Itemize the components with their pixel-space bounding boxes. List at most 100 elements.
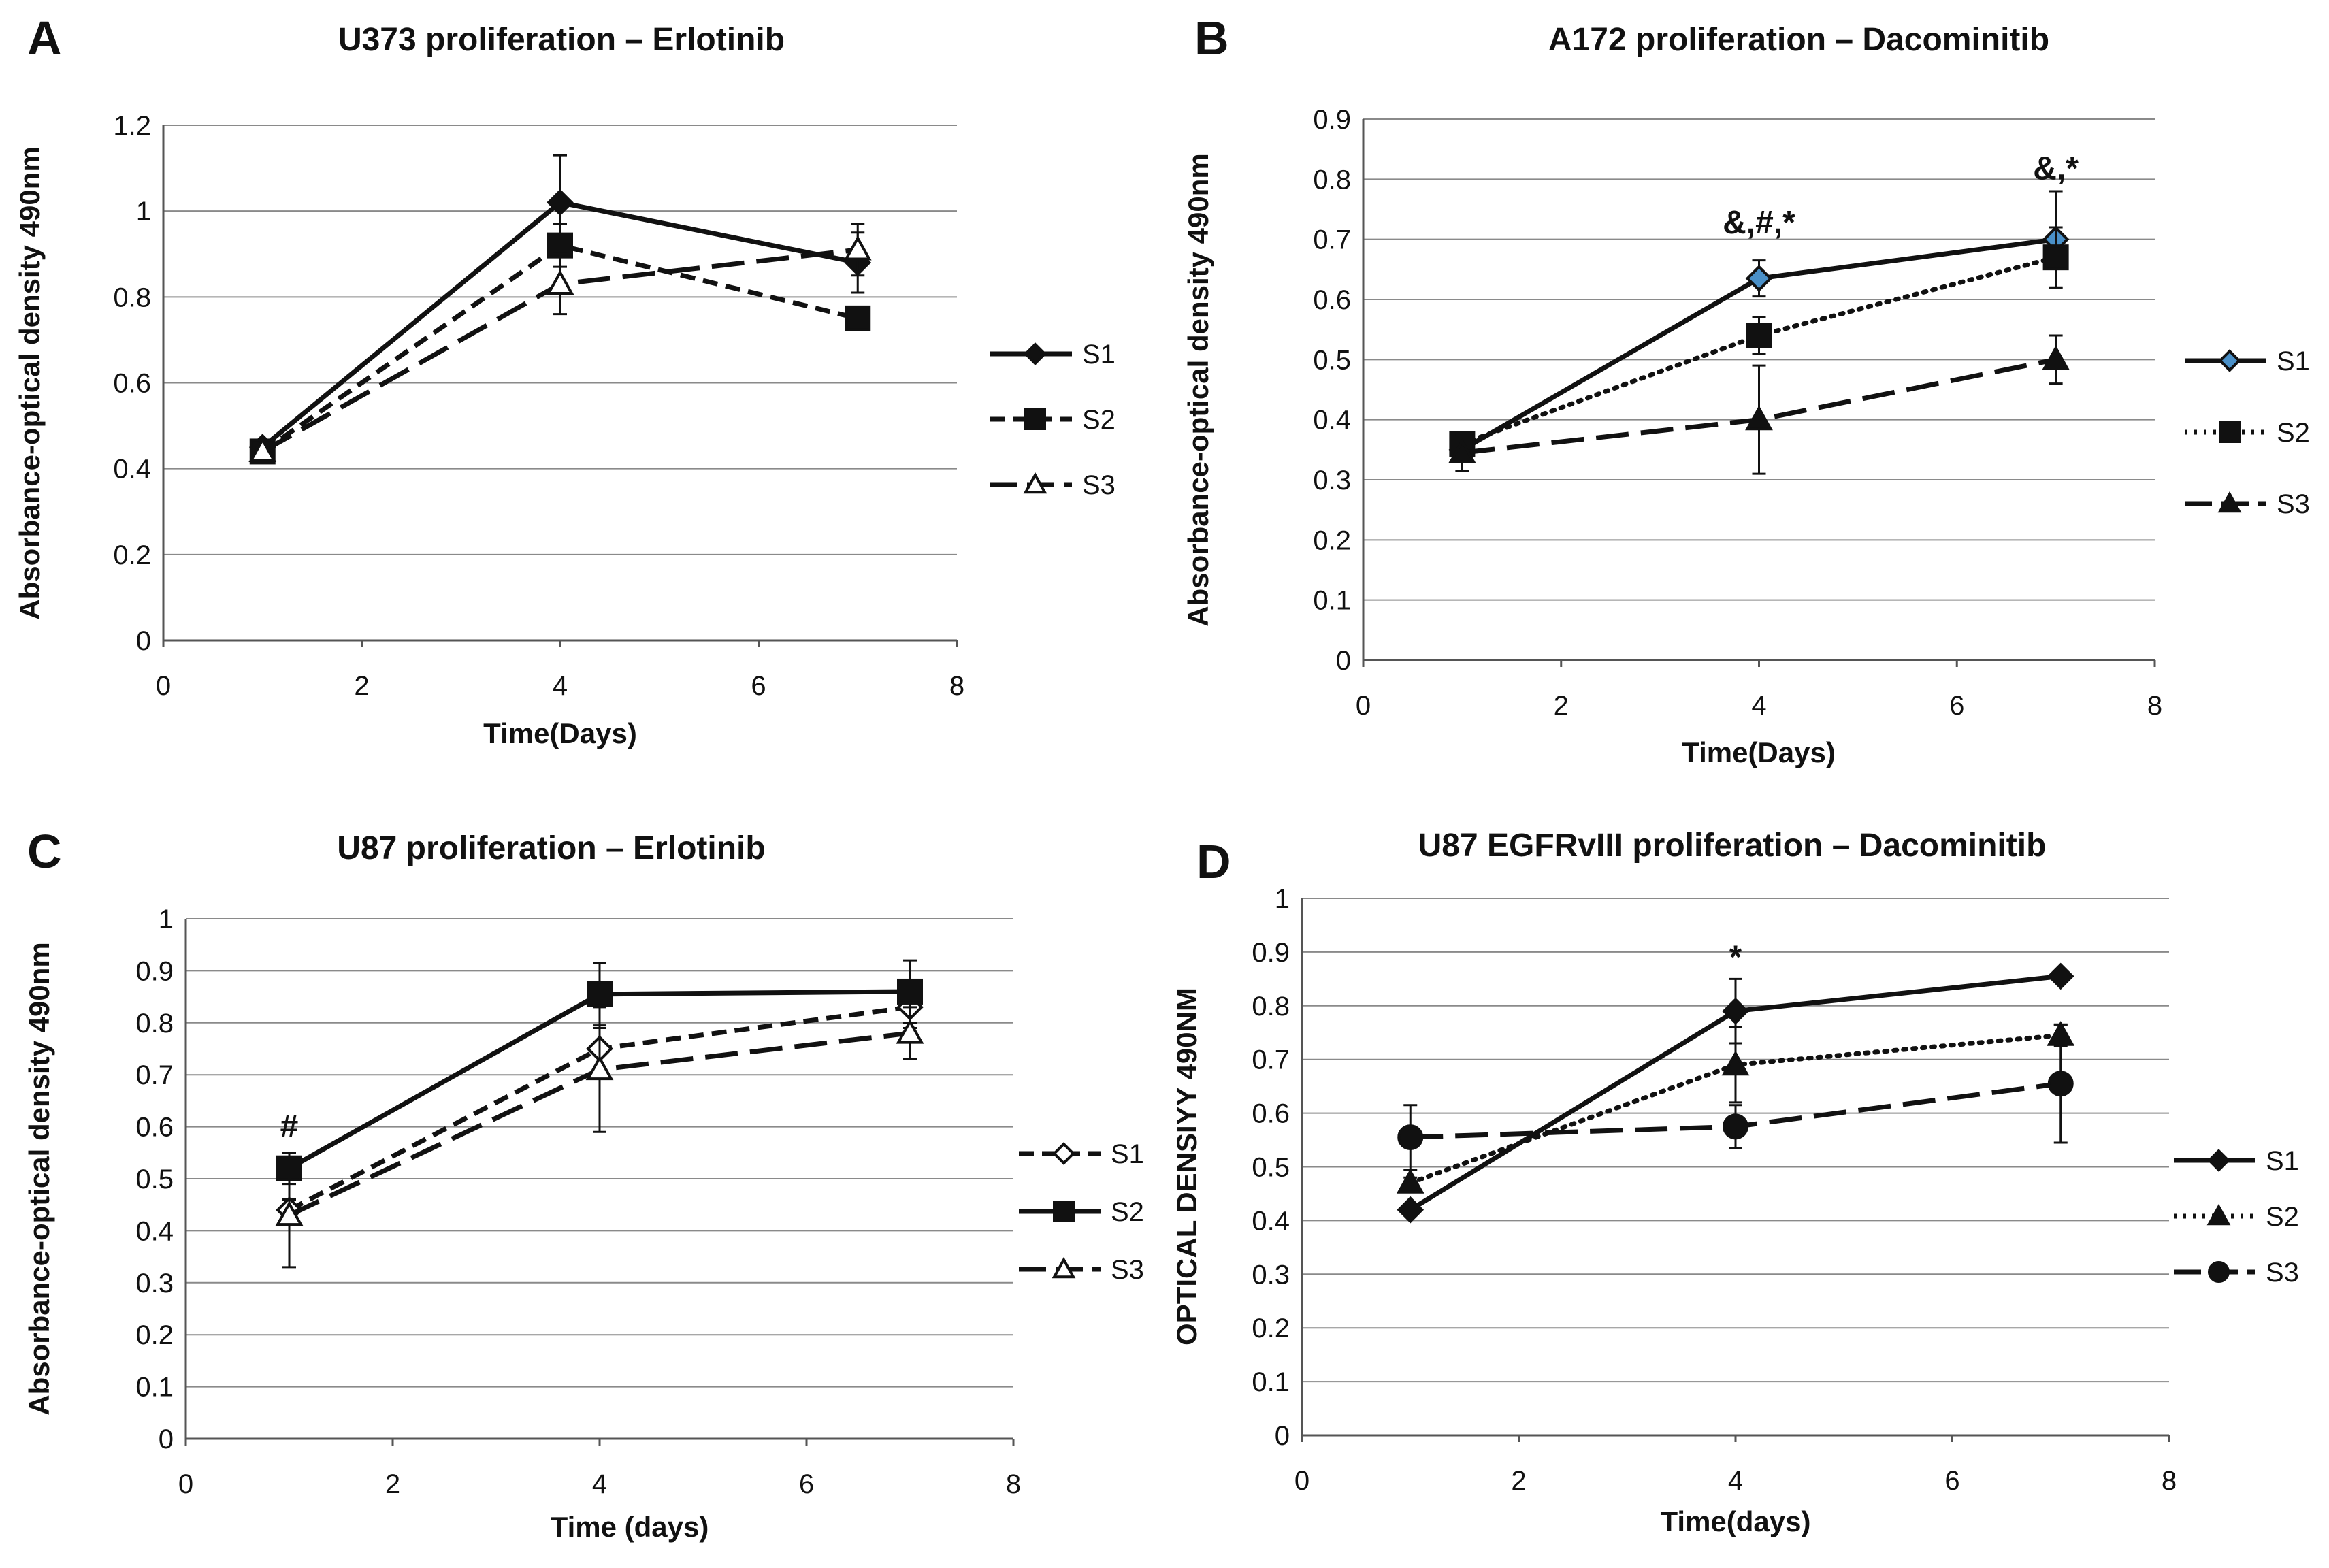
panel-c-ytick-label: 1	[159, 904, 174, 934]
panel-c-ytick-label: 0.5	[135, 1164, 174, 1194]
panel-c-legend-label: S1	[1111, 1139, 1144, 1169]
panel-d-ytick-label: 0.6	[1252, 1099, 1290, 1129]
panel-c-ytick-label: 0.6	[135, 1113, 174, 1143]
panel-d-legend-item-s3: S3	[2174, 1258, 2299, 1288]
panel-a-ytick-label: 0	[136, 626, 151, 656]
panel-d-ytick-label: 1	[1275, 884, 1290, 914]
panel-b-legend-marker	[2218, 349, 2241, 372]
panel-a-series-s2-point	[845, 305, 871, 331]
panel-a-series-s3	[248, 223, 872, 463]
panel-b-significance-annotation: &,#,*	[1723, 205, 1795, 241]
panel-a-xtick-label: 2	[354, 671, 369, 701]
panel-c-y-axis-label: Absorbance-optical density 490nm	[23, 942, 55, 1416]
panel-a-legend-marker	[1024, 342, 1047, 365]
panel-b-ytick-label: 0.6	[1313, 285, 1351, 315]
panel-d-y-axis-label: OPTICAL DENSIYY 490NM	[1171, 987, 1203, 1345]
panel-b-legend-marker	[2219, 421, 2241, 443]
panel-a-xtick-label: 4	[553, 671, 568, 701]
panel-c-series-s3-point	[275, 1200, 304, 1226]
panel-b-legend-item-s3: S3	[2185, 489, 2310, 519]
panel-d-legend-marker	[2208, 1261, 2230, 1283]
panel-b-ytick-label: 0.8	[1313, 165, 1351, 195]
panel-b-ytick-label: 0.9	[1313, 105, 1351, 135]
panel-d-ytick-label: 0.7	[1252, 1045, 1290, 1075]
panel-b-legend-label: S3	[2277, 489, 2310, 519]
panel-c-significance-annotation: #	[280, 1109, 299, 1145]
panel-c-legend-marker	[1052, 1256, 1076, 1279]
panel-b-xtick-label: 4	[1751, 691, 1766, 721]
panel-b-series-s3	[1448, 334, 2070, 475]
panel-c-legend-marker	[1053, 1200, 1075, 1222]
panel-b-series-s1-point	[1745, 265, 1773, 292]
panel-d-legend-marker	[2207, 1149, 2230, 1172]
panel-b-ytick-label: 0	[1336, 646, 1351, 676]
panel-b-significance-annotation: &,*	[2033, 150, 2079, 186]
panel-c-ytick-label: 0	[159, 1424, 174, 1454]
panel-b-title: A172 proliferation – Dacominitib	[1548, 22, 2049, 58]
panel-d-xtick-label: 4	[1728, 1466, 1743, 1496]
panel-c-ytick-label: 0.3	[135, 1269, 174, 1298]
panel-a-ytick-label: 0.8	[113, 282, 151, 312]
panel-d-ytick-label: 0.8	[1252, 992, 1290, 1022]
panel-b-xtick-label: 8	[2147, 691, 2162, 721]
panel-d-significance-annotation: *	[1729, 940, 1742, 976]
panel-b-legend-label: S2	[2277, 418, 2310, 448]
panel-d-x-axis-label: Time(days)	[1661, 1505, 1811, 1537]
panel-d-legend-marker	[2206, 1203, 2231, 1226]
panel-c-legend-item-s1: S1	[1019, 1139, 1144, 1169]
panel-c-letter: C	[27, 825, 62, 878]
panel-a-legend-item-s1: S1	[990, 340, 1115, 370]
panel-c-x-axis-label: Time (days)	[551, 1511, 709, 1543]
panel-b-ytick-label: 0.7	[1313, 225, 1351, 255]
panel-c-title: U87 proliferation – Erlotinib	[337, 830, 765, 866]
panel-a-y-axis-label: Absorbance-optical density 490nm	[14, 146, 46, 620]
panel-d: D U87 EGFRvIII proliferation – Dacominiti…	[1171, 828, 2299, 1537]
panel-c-xtick-label: 8	[1006, 1469, 1021, 1499]
panel-b-x-axis-label: Time(Days)	[1682, 736, 1836, 768]
panel-b-xtick-label: 6	[1949, 691, 1964, 721]
panel-a-ytick-label: 0.2	[113, 540, 151, 570]
panel-b-legend-marker	[2217, 491, 2242, 513]
panel-b-series-s2-point	[1746, 323, 1772, 348]
panel-d-legend-label: S2	[2266, 1202, 2299, 1232]
panel-d-xtick-label: 6	[1944, 1466, 1959, 1496]
panel-c-legend-item-s2: S2	[1019, 1197, 1144, 1227]
panel-c-legend-marker	[1052, 1142, 1075, 1165]
panel-d-xtick-label: 0	[1294, 1466, 1309, 1496]
panel-c-series-s3-point	[896, 1018, 924, 1044]
panel-c-series-s2-point	[587, 981, 613, 1007]
panel-b-xtick-label: 0	[1356, 691, 1371, 721]
panel-b-series-s3-point	[2042, 345, 2070, 370]
panel-b-ytick-label: 0.3	[1313, 466, 1351, 495]
panel-c-ytick-label: 0.1	[135, 1373, 174, 1403]
panel-a-ytick-label: 1	[136, 197, 151, 227]
panel-c-legend-label: S2	[1111, 1197, 1144, 1227]
panel-d-series-s3-point	[1397, 1124, 1424, 1151]
panel-d-series-s1-point	[1397, 1196, 1424, 1224]
panel-a-legend-marker	[1023, 472, 1047, 494]
panel-c-series-s3-point	[585, 1055, 614, 1081]
panel-c-xtick-label: 2	[385, 1469, 400, 1499]
panel-b-legend-item-s1: S1	[2185, 346, 2310, 376]
panel-a-series-s3-point	[248, 437, 277, 463]
panel-b-letter: B	[1194, 12, 1229, 65]
panel-c-ytick-label: 0.4	[135, 1216, 174, 1246]
panel-c-xtick-label: 6	[799, 1469, 814, 1499]
panel-a-ytick-label: 0.6	[113, 369, 151, 399]
panel-a-letter: A	[27, 12, 62, 65]
panel-c-ytick-label: 0.2	[135, 1320, 174, 1350]
panel-a-legend-label: S3	[1082, 470, 1115, 500]
panel-c: C U87 proliferation – Erlotinib 0 0.1 0.2 0.3…	[23, 825, 1144, 1543]
panel-c-ytick-label: 0.9	[135, 956, 174, 986]
panel-d-ytick-label: 0.5	[1252, 1153, 1290, 1183]
panel-a-ytick-label: 1.2	[113, 111, 151, 141]
panel-d-letter: D	[1196, 835, 1231, 888]
panel-b-ytick-label: 0.5	[1313, 345, 1351, 375]
panel-b-series-s3-point	[1745, 405, 1773, 431]
panel-b: B A172 proliferation – Dacominitib 0 0.1 0.2…	[1182, 12, 2310, 768]
panel-c-xtick-label: 0	[178, 1469, 193, 1499]
panel-d-xtick-label: 8	[2162, 1466, 2177, 1496]
panel-c-series-s3	[275, 1006, 924, 1269]
panel-d-series-s1-point	[1722, 997, 1749, 1025]
